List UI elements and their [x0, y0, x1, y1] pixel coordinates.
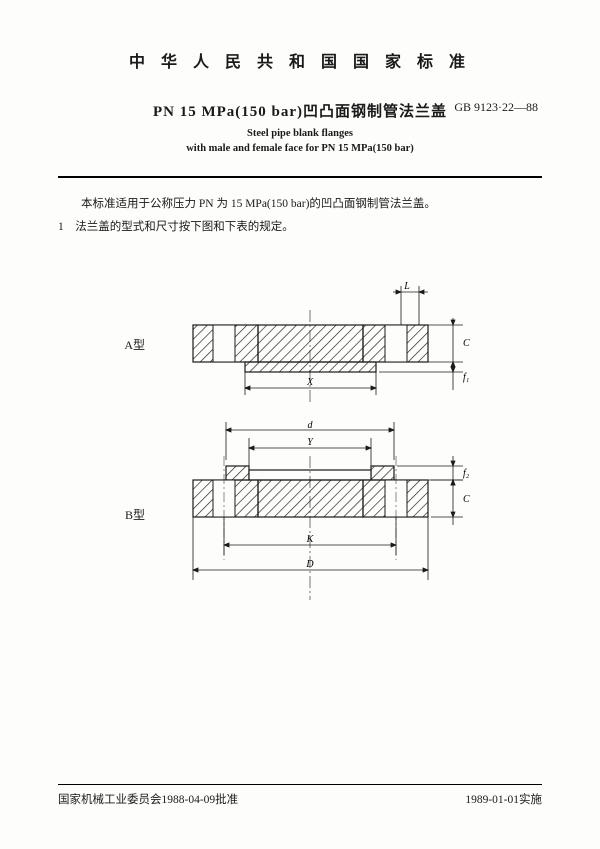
- dim-C-b: C: [463, 494, 470, 505]
- title-english: Steel pipe blank flanges with male and f…: [58, 127, 542, 156]
- diagram-b-row: B型 d: [117, 420, 483, 610]
- dim-K: K: [306, 534, 315, 545]
- title-row: PN 15 MPa(150 bar)凹凸面钢制管法兰盖 GB 9123·22—8…: [58, 100, 542, 121]
- footer-rule: [58, 784, 542, 785]
- body-para-1: 本标准适用于公称压力 PN 为 15 MPa(150 bar)的凹凸面钢制管法兰…: [58, 194, 542, 215]
- dim-f1: f₁: [463, 372, 469, 383]
- diagram-a: L C f₁: [153, 280, 483, 410]
- dim-C-a: C: [463, 338, 470, 349]
- country-header: 中 华 人 民 共 和 国 国 家 标 准: [58, 48, 542, 72]
- page-footer: 国家机械工业委员会1988-04-09批准 1989-01-01实施: [58, 784, 542, 807]
- diagram-b-label: B型: [117, 506, 145, 523]
- footer-approve: 国家机械工业委员会1988-04-09批准: [58, 791, 238, 807]
- body-para-2: 1 法兰盖的型式和尺寸按下图和下表的规定。: [58, 217, 542, 238]
- dim-Y: Y: [307, 437, 314, 448]
- diagram-a-label: A型: [117, 336, 145, 353]
- title-en-line2: with male and female face for PN 15 MPa(…: [58, 142, 542, 157]
- diagram-b: d Y f₂: [153, 420, 483, 610]
- dim-X: X: [306, 377, 314, 388]
- title-en-line1: Steel pipe blank flanges: [58, 127, 542, 142]
- header-rule: [58, 176, 542, 178]
- diagram-a-row: A型 L: [117, 280, 483, 410]
- footer-effective: 1989-01-01实施: [465, 791, 542, 807]
- dim-D: D: [305, 559, 314, 570]
- dim-L: L: [403, 281, 410, 292]
- dim-f2: f₂: [463, 468, 470, 479]
- dim-d: d: [308, 420, 314, 431]
- title-main: PN 15 MPa(150 bar)凹凸面钢制管法兰盖: [153, 100, 447, 121]
- diagram-container: A型 L: [58, 280, 542, 620]
- standard-code: GB 9123·22—88: [454, 100, 538, 115]
